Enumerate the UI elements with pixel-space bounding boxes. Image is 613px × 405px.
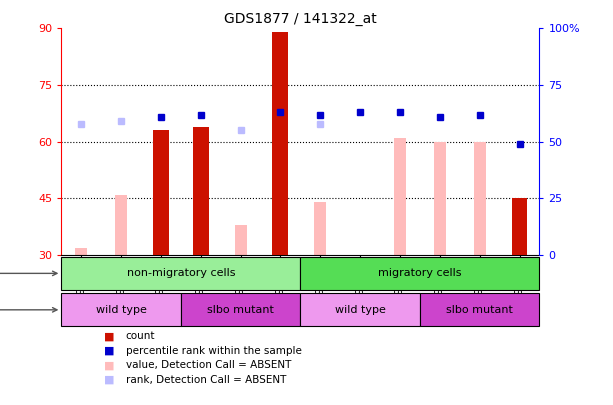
Bar bbox=[420, 293, 539, 326]
Bar bbox=[434, 142, 446, 255]
Text: wild type: wild type bbox=[335, 305, 386, 315]
Text: non-migratory cells: non-migratory cells bbox=[127, 269, 235, 278]
Text: slbo mutant: slbo mutant bbox=[207, 305, 274, 315]
Text: percentile rank within the sample: percentile rank within the sample bbox=[126, 346, 302, 356]
Bar bbox=[61, 257, 300, 290]
Bar bbox=[75, 247, 87, 255]
Text: genotype/variation: genotype/variation bbox=[0, 305, 57, 315]
Bar bbox=[300, 257, 539, 290]
Bar bbox=[394, 138, 406, 255]
Text: ■: ■ bbox=[104, 331, 115, 341]
Text: value, Detection Call = ABSENT: value, Detection Call = ABSENT bbox=[126, 360, 291, 370]
Bar bbox=[181, 293, 300, 326]
Bar bbox=[115, 195, 127, 255]
Bar bbox=[61, 293, 181, 326]
Text: count: count bbox=[126, 331, 155, 341]
Text: ■: ■ bbox=[104, 360, 115, 370]
Bar bbox=[235, 225, 246, 255]
Bar bbox=[61, 28, 539, 255]
Bar bbox=[192, 127, 208, 255]
Text: slbo mutant: slbo mutant bbox=[446, 305, 513, 315]
Text: rank, Detection Call = ABSENT: rank, Detection Call = ABSENT bbox=[126, 375, 286, 385]
Text: ■: ■ bbox=[104, 346, 115, 356]
Bar bbox=[153, 130, 169, 255]
Bar bbox=[474, 142, 485, 255]
Text: ■: ■ bbox=[104, 375, 115, 385]
Text: cell type: cell type bbox=[0, 269, 57, 278]
Bar bbox=[511, 198, 527, 255]
Text: migratory cells: migratory cells bbox=[378, 269, 462, 278]
Bar bbox=[314, 202, 326, 255]
Bar bbox=[300, 293, 420, 326]
Text: wild type: wild type bbox=[96, 305, 147, 315]
Bar bbox=[272, 32, 288, 255]
Title: GDS1877 / 141322_at: GDS1877 / 141322_at bbox=[224, 12, 377, 26]
